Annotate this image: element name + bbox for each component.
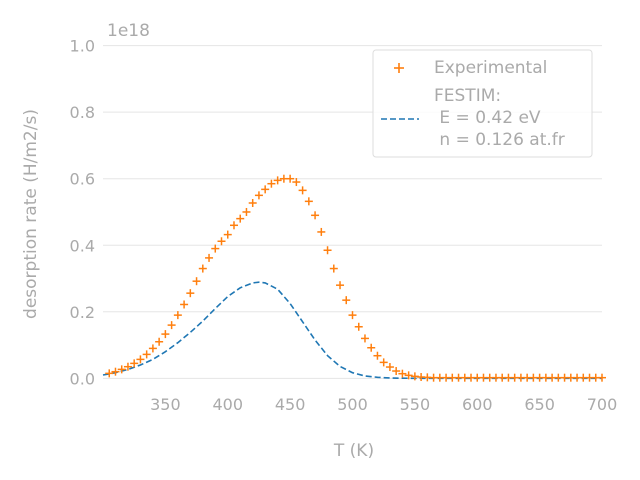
experimental-point	[198, 264, 207, 273]
experimental-point	[205, 253, 214, 262]
x-tick-label: 650	[524, 395, 555, 414]
experimental-point	[148, 344, 157, 353]
experimental-point	[360, 334, 369, 343]
experimental-point	[317, 227, 326, 236]
experimental-point	[180, 300, 189, 309]
experimental-point	[385, 363, 394, 372]
experimental-point	[248, 198, 257, 207]
experimental-point	[379, 358, 388, 367]
x-tick-label: 400	[212, 395, 243, 414]
experimental-point	[186, 289, 195, 298]
experimental-point	[323, 246, 332, 255]
x-tick-label: 350	[150, 395, 181, 414]
experimental-point	[242, 207, 251, 216]
y-tick-label: 0.8	[70, 103, 95, 122]
experimental-point	[211, 244, 220, 253]
experimental-point	[155, 337, 164, 346]
x-tick-label: 700	[587, 395, 618, 414]
y-tick-label: 1.0	[70, 37, 95, 56]
experimental-point	[398, 369, 407, 378]
experimental-point	[354, 322, 363, 331]
x-axis-ticks: 350 400 450 500 550 600 650 700	[150, 395, 617, 414]
legend-box	[372, 49, 593, 158]
experimental-point	[404, 371, 413, 380]
festim-series	[102, 281, 602, 380]
experimental-point	[192, 277, 201, 286]
experimental-point	[348, 311, 357, 320]
y-offset-label: 1e18	[107, 21, 150, 41]
experimental-point	[304, 197, 313, 206]
y-tick-label: 0.0	[70, 369, 95, 388]
experimental-point	[161, 330, 170, 339]
experimental-point	[123, 362, 132, 371]
experimental-point	[229, 221, 238, 230]
x-tick-label: 500	[337, 395, 368, 414]
experimental-point	[311, 211, 320, 220]
y-tick-label: 0.4	[70, 236, 95, 255]
festim-line	[102, 281, 602, 380]
legend-label-festim-energy: E = 0.42 eV	[434, 108, 541, 128]
experimental-series	[105, 174, 606, 382]
x-tick-label: 450	[275, 395, 306, 414]
y-tick-label: 0.6	[70, 170, 95, 189]
experimental-point	[273, 176, 282, 185]
legend-label-festim: FESTIM:	[434, 86, 501, 106]
experimental-point	[373, 351, 382, 360]
experimental-point	[267, 179, 276, 188]
experimental-point	[286, 174, 295, 183]
y-axis-label: desorption rate (H/m2/s)	[21, 109, 41, 319]
legend-marker-experimental	[394, 63, 404, 73]
x-tick-label: 550	[400, 395, 431, 414]
experimental-point	[367, 343, 376, 352]
legend-label-experimental: Experimental	[434, 58, 547, 78]
experimental-point	[292, 178, 301, 187]
experimental-point	[598, 373, 606, 382]
experimental-point	[142, 350, 151, 359]
y-tick-label: 0.2	[70, 303, 95, 322]
experimental-point	[130, 359, 139, 368]
legend: Experimental FESTIM: E = 0.42 eV n = 0.1…	[372, 49, 593, 158]
experimental-point	[336, 281, 345, 290]
experimental-point	[261, 185, 270, 194]
experimental-point	[329, 264, 338, 273]
experimental-point	[392, 367, 401, 376]
experimental-point	[173, 311, 182, 320]
x-axis-label: T (K)	[333, 441, 374, 461]
legend-label-festim-concentration: n = 0.126 at.fr	[434, 130, 565, 150]
experimental-point	[105, 369, 114, 378]
experimental-point	[167, 321, 176, 330]
experimental-point	[136, 355, 145, 364]
experimental-point	[342, 296, 351, 305]
experimental-point	[254, 191, 263, 200]
x-tick-label: 600	[462, 395, 493, 414]
experimental-point	[111, 367, 120, 376]
y-axis-ticks: 0.0 0.2 0.4 0.6 0.8 1.0	[70, 37, 95, 389]
experimental-point	[236, 214, 245, 223]
experimental-point	[223, 230, 232, 239]
experimental-point	[298, 186, 307, 195]
experimental-point	[117, 365, 126, 374]
experimental-point	[217, 237, 226, 246]
